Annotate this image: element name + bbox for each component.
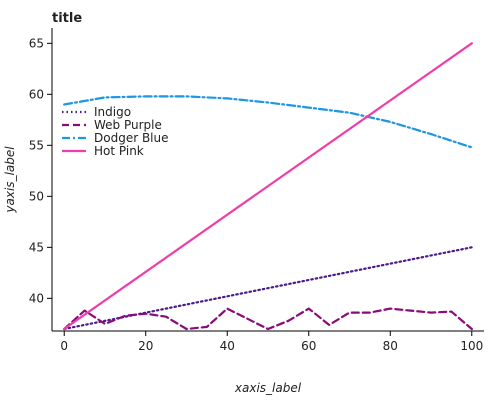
legend-label-dodger-blue: Dodger Blue	[94, 131, 169, 145]
y-axis-ticks: 40 45 50 55 60 65	[29, 36, 52, 305]
series-line-dodger-blue	[63, 95, 473, 149]
x-tick-label: 40	[220, 339, 235, 353]
y-tick-label: 60	[29, 87, 44, 101]
x-tick-label: 20	[138, 339, 153, 353]
legend-label-web-purple: Web Purple	[94, 118, 162, 132]
series-line-hot-pink	[63, 42, 473, 331]
x-tick-label: 100	[460, 339, 483, 353]
y-tick-label: 45	[29, 240, 44, 254]
series-layer	[63, 42, 473, 331]
x-axis-ticks: 0 20 40 60 80 100	[60, 331, 483, 353]
x-tick-label: 0	[60, 339, 68, 353]
chart-title: title	[52, 11, 82, 26]
legend-label-indigo: Indigo	[94, 105, 131, 119]
y-tick-label: 55	[29, 138, 44, 152]
y-axis-label: yaxis_label	[3, 146, 17, 214]
legend-label-hot-pink: Hot Pink	[94, 144, 144, 158]
y-tick-label: 40	[29, 291, 44, 305]
x-tick-label: 60	[301, 339, 316, 353]
series-line-web-purple	[63, 307, 473, 331]
y-tick-label: 65	[29, 36, 44, 50]
x-tick-label: 80	[383, 339, 398, 353]
y-tick-label: 50	[29, 189, 44, 203]
x-axis-label: xaxis_label	[234, 381, 302, 395]
